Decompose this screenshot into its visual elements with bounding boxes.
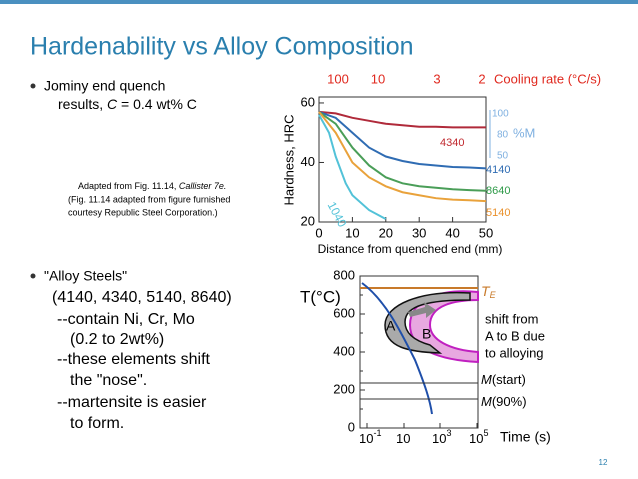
note: to alloying [485, 345, 544, 360]
region-b-label: B [422, 326, 431, 342]
x-axis-label: Time (s) [500, 429, 551, 445]
caption: Adapted from Fig. 11.14, Callister 7e. [78, 181, 226, 191]
text-run: M [481, 372, 492, 387]
series-line [318, 114, 387, 220]
text-run: 10 [359, 431, 373, 446]
page-number: 12 [599, 458, 608, 467]
x-tick-label: 50 [479, 225, 493, 240]
y-tick-label: 800 [333, 267, 355, 282]
y-tick-label: 40 [301, 154, 315, 169]
text-run: Callister 7e. [179, 181, 227, 191]
x-tick-label: 30 [412, 225, 426, 240]
bullet-text: Jominy end quench [44, 78, 165, 94]
bullet-text: --martensite is easier [57, 394, 207, 411]
text-run: (90%) [492, 394, 527, 409]
caption: courtesy Republic Steel Corporation.) [68, 207, 218, 217]
text-run: 10 [432, 431, 446, 446]
series-line [318, 111, 487, 203]
text-run: M [481, 394, 492, 409]
x-tick-label: 103 [432, 428, 451, 446]
caption: (Fig. 11.14 adapted from figure furnishe… [68, 194, 230, 204]
title: Hardenability vs Alloy Composition [30, 33, 414, 61]
region-a [384, 291, 471, 354]
note: A to B due [485, 328, 545, 343]
plot-frame [318, 96, 487, 223]
martensite-tick: 50 [497, 151, 509, 162]
x-tick-label: 10 [345, 225, 359, 240]
text-run: T [481, 283, 491, 299]
text-run: (start) [492, 372, 526, 387]
x-tick-label: 40 [445, 225, 459, 240]
m90-label: M(90%) [481, 394, 527, 409]
x-tick-label: 20 [379, 225, 393, 240]
text-run: E [490, 290, 497, 300]
series-label: 4340 [440, 137, 464, 149]
series-line [318, 110, 486, 129]
y-axis-label: Hardness, HRC [281, 114, 296, 205]
cooling-rate-tick: 100 [327, 71, 349, 86]
te-label: TE [481, 283, 497, 301]
text-run: 3 [446, 428, 451, 438]
text-run: 10 [396, 431, 410, 446]
bullet-text: (4140, 4340, 5140, 8640) [52, 289, 232, 306]
text-run: 10 [469, 431, 483, 446]
cooling-rate-label: Cooling rate (°C/s) [494, 71, 601, 86]
martensite-tick: 100 [492, 109, 509, 120]
y-tick-label: 20 [301, 213, 315, 228]
y-tick-label: 400 [333, 343, 355, 358]
series-label: 8640 [486, 185, 510, 197]
y-tick-label: 200 [333, 381, 355, 396]
bullet-text: results, C = 0.4 wt% C [58, 96, 197, 112]
y-tick-label: 60 [301, 94, 315, 109]
text-run: = 0.4 wt% C [117, 96, 197, 112]
bullet-text: --contain Ni, Cr, Mo [57, 311, 195, 328]
series-label: 5140 [486, 207, 510, 219]
y-axis-label: T(°C) [300, 287, 341, 306]
x-axis-label: Distance from quenched end (mm) [318, 242, 503, 256]
martensite-tick: 80 [497, 130, 509, 141]
text-run: 5 [483, 428, 488, 438]
bullet-text: (0.2 to 2wt%) [70, 331, 164, 348]
text-run: -1 [373, 428, 381, 438]
text-run: results, [58, 96, 107, 112]
bullet [30, 273, 36, 279]
top-bar [0, 0, 638, 4]
martensite-label: %M [513, 125, 535, 140]
cooling-rate-tick: 2 [478, 71, 485, 86]
x-tick-label: 0 [315, 225, 322, 240]
text-run: Adapted from Fig. 11.14, [78, 181, 179, 191]
series-label: 4140 [486, 164, 510, 176]
bullet-text: --these elements shift [57, 351, 211, 368]
y-tick-label: 0 [348, 419, 355, 434]
bullet-text: "Alloy Steels" [44, 268, 127, 284]
x-tick-label: 105 [469, 428, 488, 446]
series-line [318, 111, 487, 192]
arrow [408, 302, 436, 318]
x-tick-label: 10 [396, 431, 410, 446]
x-tick-label: 10-1 [359, 428, 381, 446]
cooling-rate-tick: 3 [433, 71, 440, 86]
note: shift from [485, 311, 538, 326]
bullet [30, 83, 36, 89]
ms-label: M(start) [481, 372, 526, 387]
region-a-label: A [386, 318, 396, 334]
text-run: C [107, 96, 118, 112]
series-line [318, 110, 487, 170]
bullet-text: to form. [70, 415, 124, 432]
cooling-rate-tick: 10 [371, 71, 385, 86]
bullet-text: the "nose". [70, 372, 147, 389]
y-tick-label: 600 [333, 305, 355, 320]
